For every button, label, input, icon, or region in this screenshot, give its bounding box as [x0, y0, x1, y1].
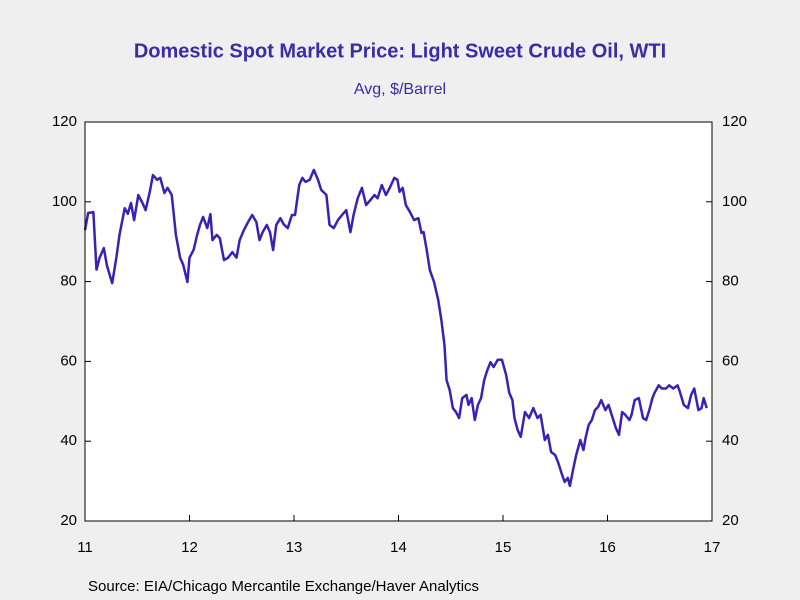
y2-tick-label: 100	[722, 193, 747, 210]
chart-subtitle: Avg, $/Barrel	[354, 81, 446, 98]
x-tick-label: 16	[599, 539, 616, 556]
x-tick-label: 12	[181, 539, 198, 556]
plot-frame	[84, 121, 713, 522]
price-line	[83, 168, 708, 488]
y-tick-label: 80	[60, 273, 77, 290]
y2-tick-label: 120	[722, 113, 747, 130]
y-tick-label: 120	[52, 113, 77, 130]
y2-tick-label: 40	[722, 432, 739, 449]
y-tick-label: 20	[60, 512, 77, 529]
y2-tick-label: 20	[722, 512, 739, 529]
source-note: Source: EIA/Chicago Mercantile Exchange/…	[88, 578, 479, 595]
y-tick-label: 60	[60, 352, 77, 369]
x-tick-label: 13	[286, 539, 303, 556]
y2-tick-label: 80	[722, 273, 739, 290]
y2-tick-label: 60	[722, 352, 739, 369]
x-tick-label: 17	[704, 539, 721, 556]
x-tick-label: 14	[390, 539, 407, 556]
y-tick-label: 100	[52, 193, 77, 210]
chart-title: Domestic Spot Market Price: Light Sweet …	[134, 40, 666, 62]
x-tick-label: 15	[495, 539, 512, 556]
x-tick-label: 11	[77, 539, 93, 556]
y-tick-label: 40	[60, 432, 77, 449]
